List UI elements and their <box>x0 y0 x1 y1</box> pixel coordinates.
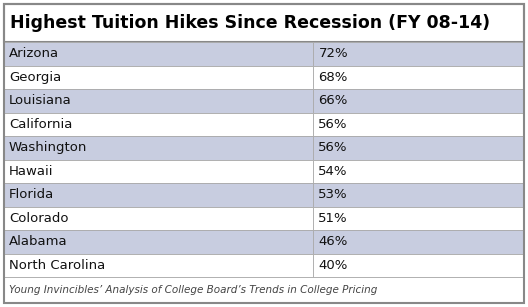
Text: 56%: 56% <box>318 141 348 154</box>
Text: 66%: 66% <box>318 94 348 107</box>
Bar <box>314 183 524 207</box>
Bar <box>4 112 314 136</box>
Bar <box>314 136 524 160</box>
Bar <box>4 136 314 160</box>
Bar <box>4 183 314 207</box>
Bar <box>314 112 524 136</box>
Bar <box>4 207 314 230</box>
Bar <box>314 207 524 230</box>
Text: Colorado: Colorado <box>9 212 69 225</box>
Text: 46%: 46% <box>318 235 348 248</box>
Bar <box>314 89 524 112</box>
Text: Florida: Florida <box>9 188 54 201</box>
Text: North Carolina: North Carolina <box>9 259 105 272</box>
Text: 68%: 68% <box>318 71 348 84</box>
Text: 53%: 53% <box>318 188 348 201</box>
Text: Young Invincibles’ Analysis of College Board’s Trends in College Pricing: Young Invincibles’ Analysis of College B… <box>9 285 378 295</box>
Text: 40%: 40% <box>318 259 348 272</box>
Text: Louisiana: Louisiana <box>9 94 72 107</box>
Text: Washington: Washington <box>9 141 87 154</box>
Bar <box>4 4 524 42</box>
Text: Alabama: Alabama <box>9 235 68 248</box>
Text: 72%: 72% <box>318 47 348 60</box>
Bar <box>4 277 524 303</box>
Text: 51%: 51% <box>318 212 348 225</box>
Bar <box>4 89 314 112</box>
Bar <box>4 230 314 254</box>
Bar <box>4 254 314 277</box>
Bar <box>314 254 524 277</box>
Text: Highest Tuition Hikes Since Recession (FY 08-14): Highest Tuition Hikes Since Recession (F… <box>10 14 490 32</box>
Bar <box>4 42 314 65</box>
Text: 54%: 54% <box>318 165 348 178</box>
Text: 56%: 56% <box>318 118 348 131</box>
Bar <box>314 160 524 183</box>
Text: California: California <box>9 118 72 131</box>
Bar <box>314 65 524 89</box>
Bar <box>314 230 524 254</box>
Bar <box>4 65 314 89</box>
Text: Arizona: Arizona <box>9 47 59 60</box>
Text: Georgia: Georgia <box>9 71 61 84</box>
Bar <box>4 160 314 183</box>
Bar <box>314 42 524 65</box>
Text: Hawaii: Hawaii <box>9 165 53 178</box>
